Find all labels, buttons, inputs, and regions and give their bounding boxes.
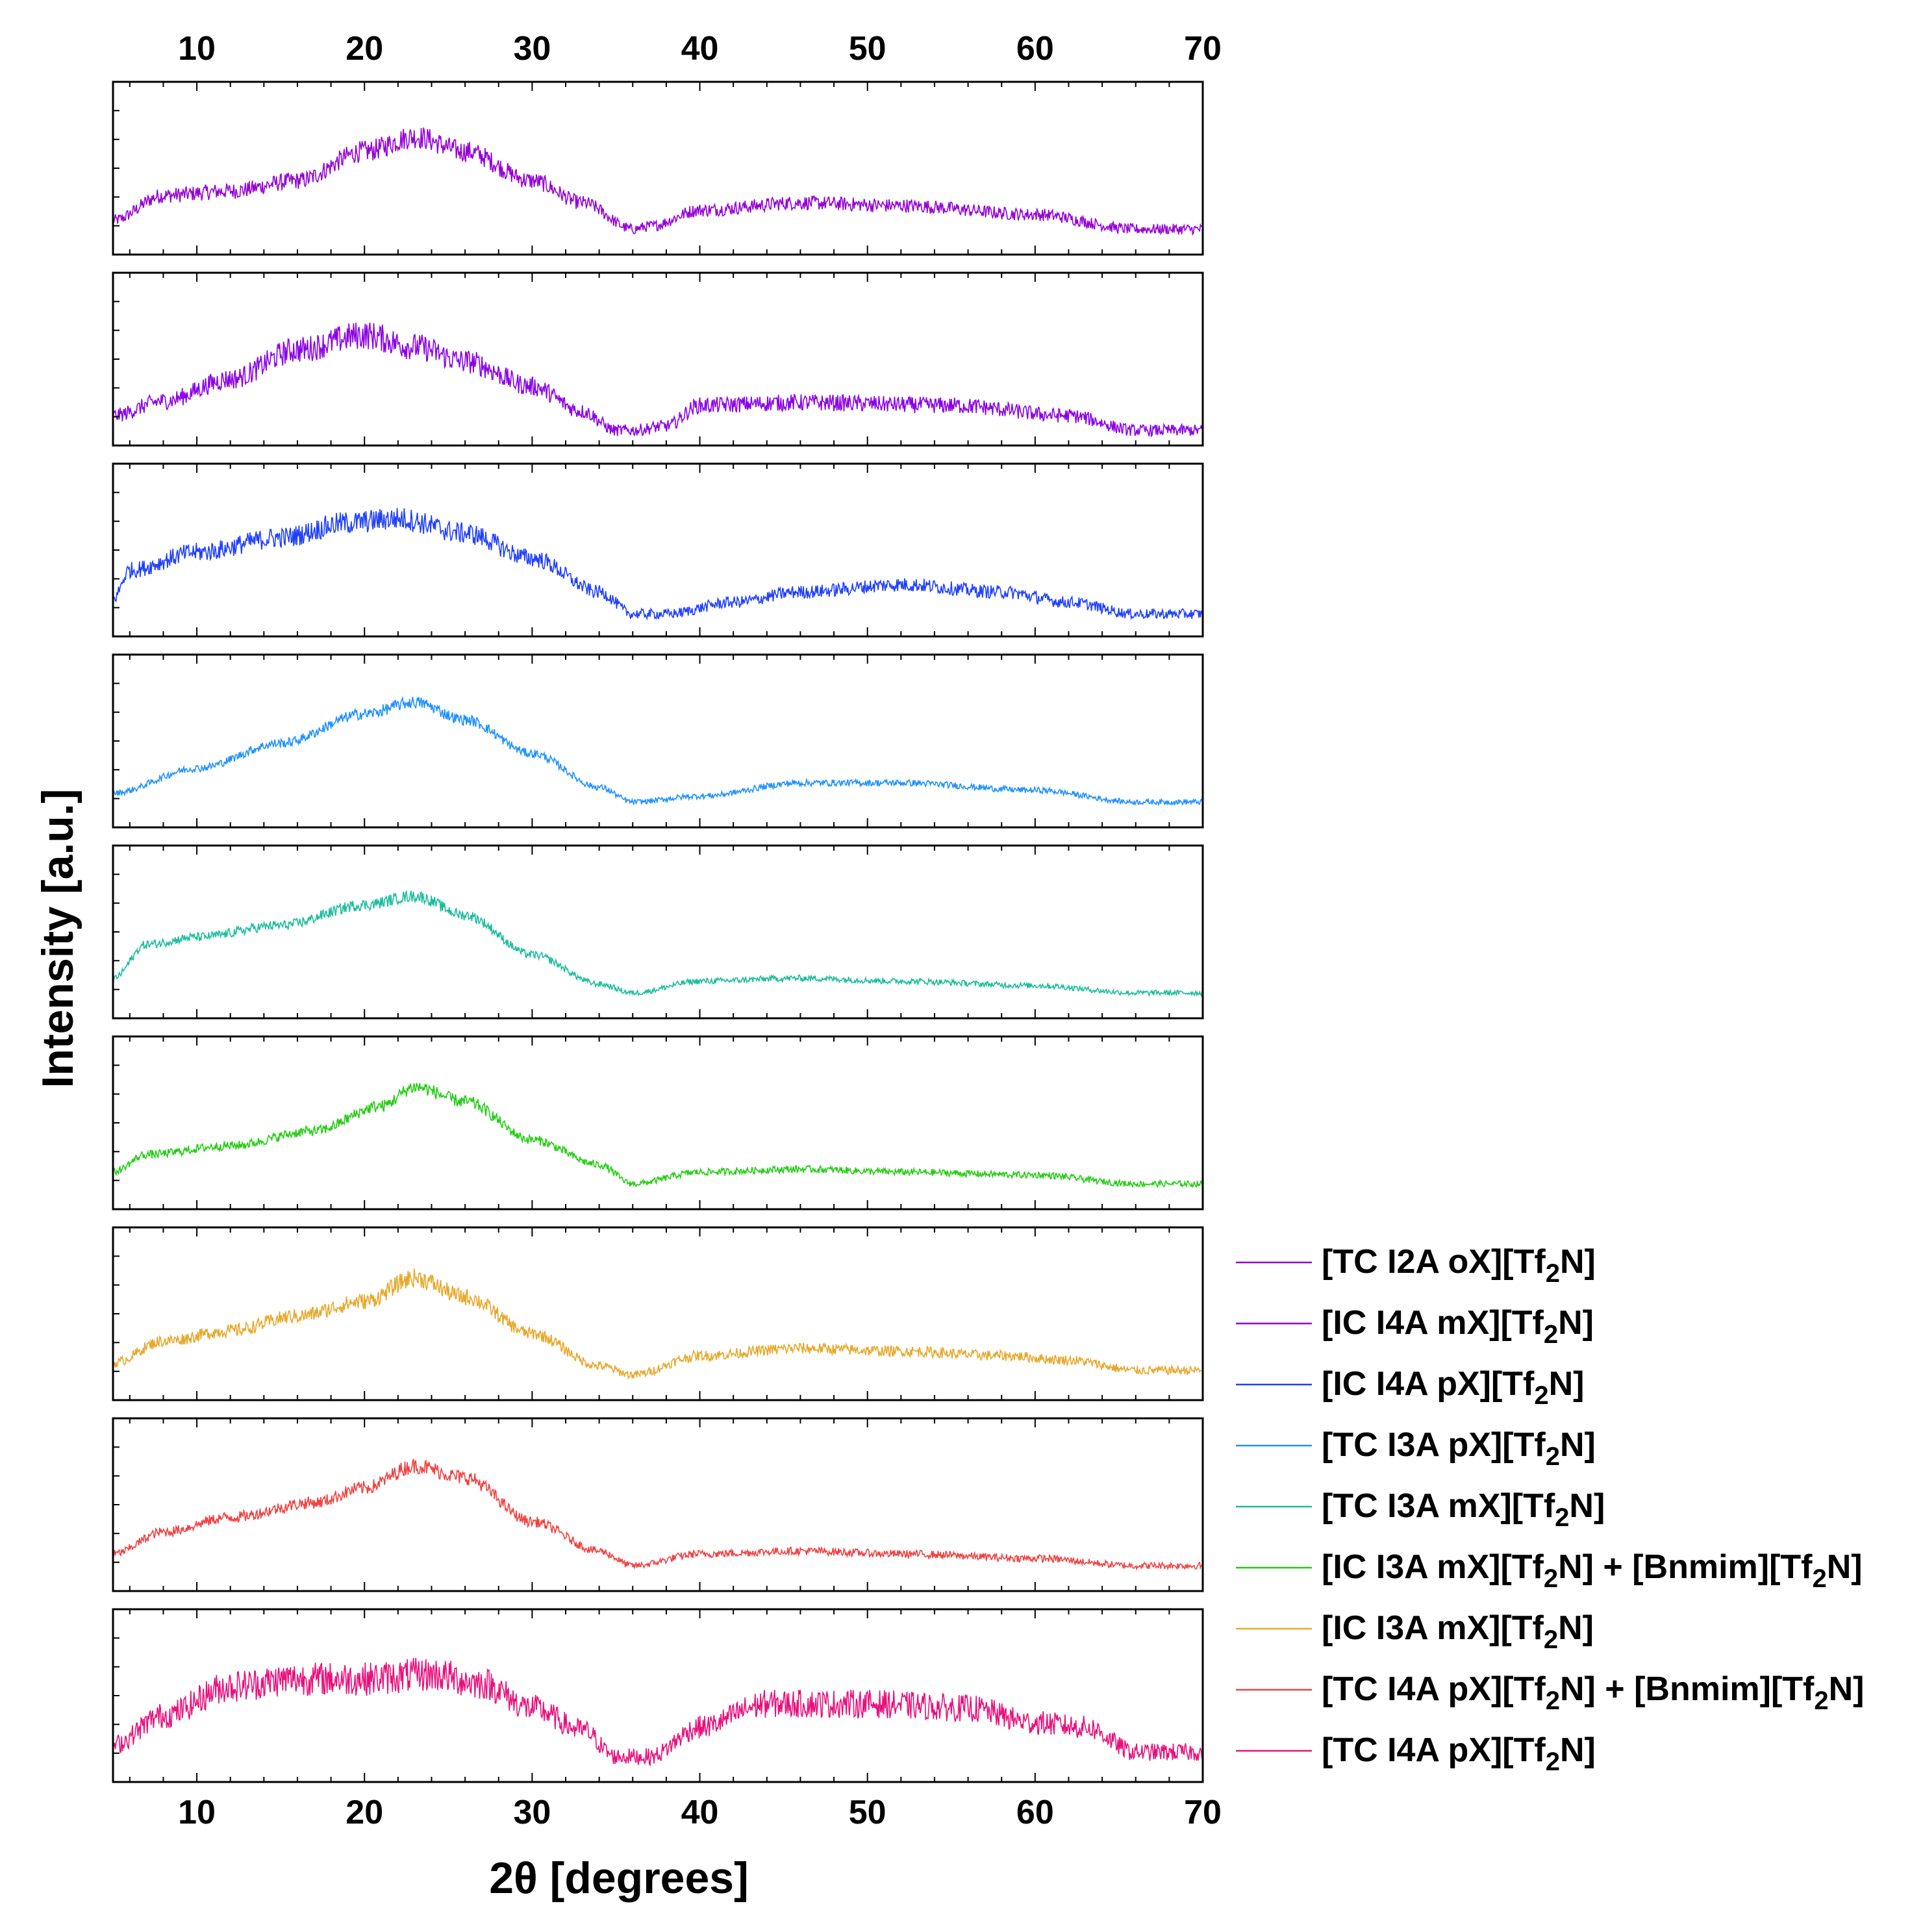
- series-trace-5: [113, 890, 1203, 997]
- bottom-tick-label: 30: [513, 1794, 551, 1831]
- legend-item-4: [TC I3A pX][Tf2N]: [1236, 1426, 1596, 1471]
- legend-label: [TC I3A pX][Tf2N]: [1322, 1426, 1596, 1471]
- top-axis-tick-labels: 10 20 30 40 50 60 70: [178, 30, 1222, 68]
- legend-item-1: [TC I2A oX][Tf2N]: [1236, 1243, 1596, 1288]
- top-tick-label: 10: [178, 30, 216, 68]
- legend-item-5: [TC I3A mX][Tf2N]: [1236, 1487, 1605, 1532]
- bottom-tick-label: 50: [849, 1794, 886, 1831]
- panel-2: [112, 271, 1204, 447]
- bottom-tick-label: 20: [346, 1794, 383, 1831]
- panel-9: [112, 1608, 1204, 1783]
- panel-4: [112, 653, 1204, 829]
- y-axis-title: Intensity [a.u.]: [33, 789, 82, 1088]
- bottom-axis-tick-labels: 10 20 30 40 50 60 70: [178, 1794, 1222, 1831]
- panel-8: [112, 1417, 1204, 1592]
- top-tick-label: 40: [681, 30, 719, 68]
- panel-1: [112, 81, 1204, 256]
- legend-label: [TC I4A pX][Tf2N]: [1322, 1731, 1596, 1776]
- legend-item-7: [IC I3A mX][Tf2N]: [1236, 1609, 1594, 1654]
- top-tick-label: 20: [346, 30, 383, 68]
- legend-label: [IC I3A mX][Tf2N] + [Bnmim][Tf2N]: [1322, 1548, 1863, 1593]
- bottom-tick-label: 10: [178, 1794, 216, 1831]
- panel-frame-6: [112, 1035, 1204, 1211]
- bottom-tick-label: 70: [1184, 1794, 1222, 1831]
- legend-item-9: [TC I4A pX][Tf2N]: [1236, 1731, 1596, 1776]
- legend-item-6: [IC I3A mX][Tf2N] + [Bnmim][Tf2N]: [1236, 1548, 1863, 1593]
- top-tick-label: 70: [1184, 30, 1222, 68]
- series-trace-6: [113, 1082, 1203, 1188]
- legend-item-8: [TC I4A pX][Tf2N] + [Bnmim][Tf2N]: [1236, 1670, 1864, 1715]
- legend-label: [TC I4A pX][Tf2N] + [Bnmim][Tf2N]: [1322, 1670, 1864, 1715]
- series-trace-1: [113, 127, 1203, 236]
- panel-6: [112, 1035, 1204, 1211]
- top-tick-label: 60: [1016, 30, 1054, 68]
- legend-item-3: [IC I4A pX][Tf2N]: [1236, 1365, 1585, 1410]
- top-tick-label: 30: [513, 30, 551, 68]
- series-trace-8: [113, 1459, 1203, 1571]
- bottom-tick-label: 60: [1016, 1794, 1054, 1831]
- legend-item-2: [IC I4A mX][Tf2N]: [1236, 1304, 1594, 1349]
- panel-frame-4: [112, 653, 1204, 829]
- panel-3: [112, 462, 1204, 638]
- legend-label: [IC I4A mX][Tf2N]: [1322, 1304, 1594, 1349]
- x-axis-title: 2θ [degrees]: [489, 1853, 749, 1903]
- top-tick-label: 50: [849, 30, 886, 68]
- panel-frame-5: [112, 844, 1204, 1020]
- plot-panels: [112, 81, 1204, 1783]
- panel-frame-3: [112, 462, 1204, 638]
- series-trace-4: [113, 696, 1203, 807]
- panel-frame-7: [112, 1226, 1204, 1401]
- series-trace-3: [113, 508, 1203, 621]
- series-trace-2: [113, 322, 1203, 438]
- panel-5: [112, 844, 1204, 1020]
- legend: [TC I2A oX][Tf2N] [IC I4A mX][Tf2N] [IC I4…: [1236, 1243, 1864, 1776]
- legend-label: [TC I2A oX][Tf2N]: [1322, 1243, 1596, 1288]
- series-trace-9: [113, 1657, 1203, 1767]
- legend-label: [IC I4A pX][Tf2N]: [1322, 1365, 1585, 1410]
- legend-label: [TC I3A mX][Tf2N]: [1322, 1487, 1605, 1532]
- bottom-tick-label: 40: [681, 1794, 719, 1831]
- legend-label: [IC I3A mX][Tf2N]: [1322, 1609, 1594, 1654]
- panel-7: [112, 1226, 1204, 1401]
- series-trace-7: [113, 1268, 1203, 1380]
